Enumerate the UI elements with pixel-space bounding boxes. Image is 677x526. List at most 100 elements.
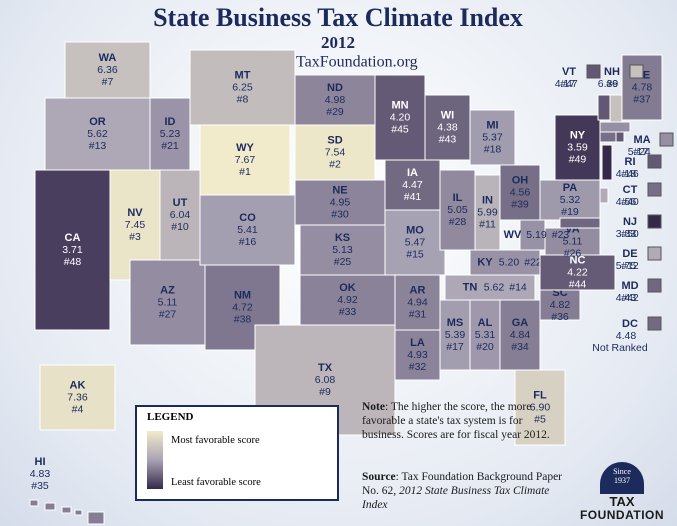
state-rank: #28 <box>449 216 467 228</box>
state-abbr: NJ <box>623 216 637 228</box>
title: State Business Tax Climate Index <box>153 3 523 32</box>
state-score: 5.11 <box>563 235 583 247</box>
state-score: 6.04 <box>170 209 191 221</box>
state-score: 6.90 <box>530 401 551 413</box>
state-rank: #25 <box>334 256 352 268</box>
state-shape <box>87 511 105 525</box>
state-rank: #7 <box>102 76 114 88</box>
state-shape <box>469 249 541 276</box>
state-score: 4.92 <box>337 294 358 306</box>
state-rank: #41 <box>404 191 422 203</box>
state-shape <box>514 369 566 446</box>
state-abbr: RI <box>625 156 636 168</box>
state-rank: #8 <box>237 93 249 105</box>
state-swatch <box>647 182 662 197</box>
state-score: 4.22 <box>567 266 588 278</box>
state-abbr: IA <box>407 167 418 179</box>
legend-gradient <box>147 431 163 489</box>
state-rank: #36 <box>551 311 569 323</box>
state-rank: #48 <box>64 256 82 268</box>
state-rank: #47 <box>560 78 578 90</box>
state-rank: #45 <box>391 123 409 135</box>
state-abbr: KY <box>477 256 493 268</box>
state-score: 5.62 <box>484 281 505 293</box>
state-score: 5.19 <box>526 229 547 241</box>
state-shape <box>34 169 111 331</box>
state-score: 5.37 <box>482 131 503 143</box>
state-score: 5.31 <box>475 329 496 341</box>
state-shape <box>599 131 617 143</box>
state-rank: #18 <box>484 143 502 155</box>
state-abbr: CA <box>65 232 81 244</box>
state-abbr: HI <box>35 456 46 468</box>
state-shape <box>499 164 541 221</box>
state-rank: #9 <box>319 386 331 398</box>
logo-tax: TAX <box>609 494 635 509</box>
state-score: 3.59 <box>567 141 588 153</box>
state-shape <box>597 94 611 121</box>
logo-since: Since <box>613 467 631 476</box>
state-abbr: IL <box>453 192 463 204</box>
state-score: 3.33 <box>616 228 637 240</box>
state-score: 5.20 <box>499 256 520 268</box>
state-rank: #32 <box>409 361 427 373</box>
state-shape <box>539 179 601 221</box>
state-shape <box>61 506 72 514</box>
state-score: 4.83 <box>30 468 51 480</box>
state-rank: #6 <box>606 78 618 90</box>
state-score: 4.95 <box>330 196 351 208</box>
state-rank: #43 <box>439 133 457 145</box>
state-swatch <box>647 316 662 331</box>
state-abbr: CO <box>239 212 256 224</box>
state-abbr: MO <box>406 224 424 236</box>
state-abbr: OH <box>512 174 529 186</box>
year: 2012 <box>321 33 355 52</box>
state-shape <box>74 509 83 516</box>
state-rank: #23 <box>552 229 570 241</box>
state-abbr: MS <box>447 317 464 329</box>
state-abbr: ID <box>165 116 176 128</box>
state-score: 4.48 <box>616 330 637 342</box>
state-rank: #3 <box>129 231 141 243</box>
state-shape <box>44 502 56 511</box>
state-swatch <box>647 278 662 293</box>
state-rank: #21 <box>161 140 179 152</box>
state-abbr: MT <box>235 69 251 81</box>
state-rank: #50 <box>621 228 639 240</box>
state-rank: #24 <box>633 146 651 158</box>
state-rank: #35 <box>31 480 49 492</box>
state-score: 6.08 <box>315 374 336 386</box>
logo: Since 1937 TAX FOUNDATION <box>572 462 672 522</box>
legend-low: Least favorable score <box>171 477 261 488</box>
state-shape <box>609 94 623 123</box>
source-label: Source <box>362 471 396 483</box>
state-abbr: UT <box>173 197 188 209</box>
state-rank: #31 <box>409 308 427 320</box>
state-shape <box>615 131 625 143</box>
state-score: 4.72 <box>232 301 253 313</box>
source-title: 2012 State Business Tax Climate Index <box>362 485 550 511</box>
state-score: 6.39 <box>598 78 619 90</box>
logo-year: 1937 <box>614 476 630 485</box>
state-score: 4.93 <box>407 349 428 361</box>
state-abbr: ND <box>327 82 343 94</box>
logo-seal: Since 1937 <box>600 462 644 494</box>
state-rank: #40 <box>621 196 639 208</box>
state-rank: #10 <box>171 221 189 233</box>
state-shape <box>29 499 39 507</box>
state-shape <box>129 259 206 346</box>
state-score: 4.78 <box>632 81 653 93</box>
state-rank: #27 <box>159 308 177 320</box>
state-abbr: AK <box>70 379 86 391</box>
state-shape <box>539 254 616 291</box>
state-shape <box>559 217 601 229</box>
state-rank: Not Ranked <box>592 342 648 354</box>
state-score: 6.25 <box>232 81 253 93</box>
state-abbr: DE <box>622 248 637 260</box>
state-score: 5.23 <box>160 128 181 140</box>
state-abbr: NE <box>332 184 347 196</box>
state-rank: #37 <box>633 93 651 105</box>
state-rank: #44 <box>569 278 587 290</box>
state-rank: #14 <box>509 281 527 293</box>
